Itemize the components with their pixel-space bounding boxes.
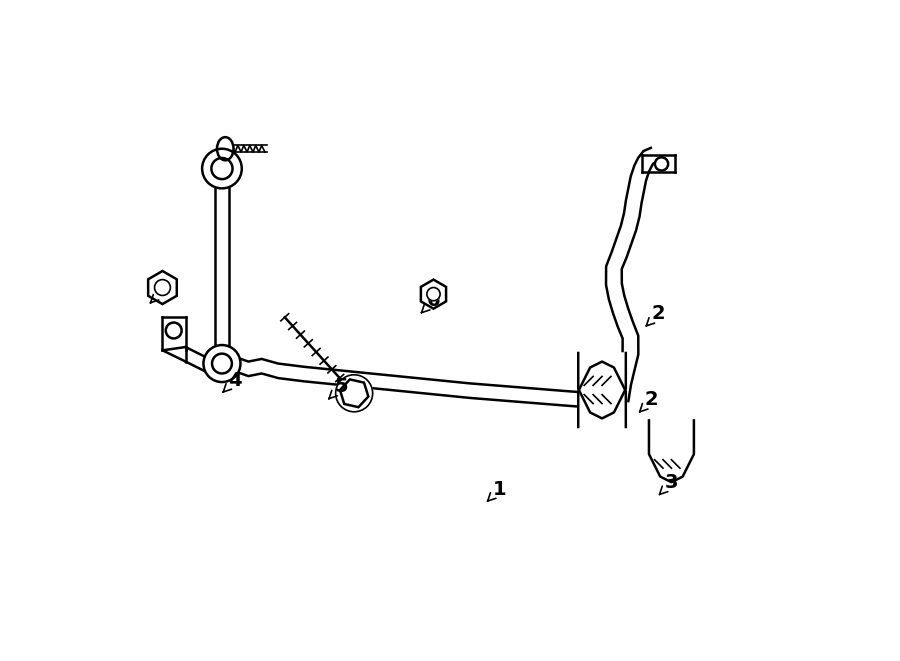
- Circle shape: [212, 158, 232, 179]
- Text: 6: 6: [421, 292, 440, 313]
- Text: 2: 2: [640, 391, 659, 412]
- Circle shape: [202, 149, 242, 188]
- Circle shape: [203, 345, 240, 382]
- Circle shape: [166, 323, 182, 338]
- Polygon shape: [578, 353, 626, 418]
- Circle shape: [212, 354, 232, 373]
- Circle shape: [155, 280, 170, 295]
- Polygon shape: [649, 420, 694, 483]
- Text: 6: 6: [150, 282, 169, 303]
- Text: 3: 3: [660, 473, 679, 494]
- Ellipse shape: [217, 137, 233, 161]
- Circle shape: [427, 288, 440, 301]
- Polygon shape: [578, 362, 626, 427]
- Circle shape: [655, 157, 668, 171]
- Text: 1: 1: [488, 480, 507, 501]
- Text: 2: 2: [646, 305, 665, 326]
- Text: 4: 4: [223, 371, 242, 392]
- Circle shape: [336, 375, 373, 412]
- Text: 5: 5: [328, 377, 347, 399]
